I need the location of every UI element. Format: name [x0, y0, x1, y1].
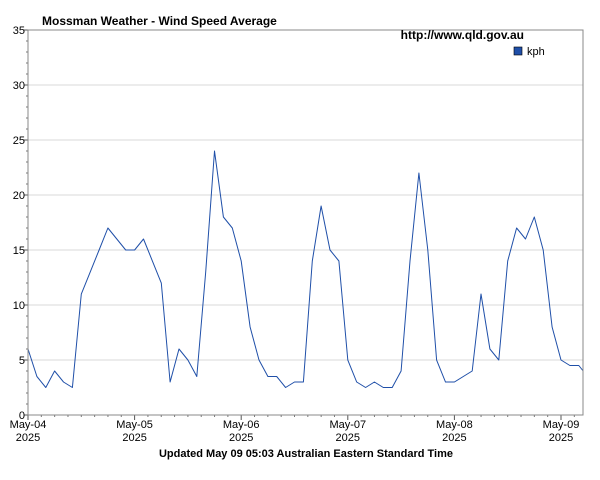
- y-axis-ticks: 0 5 10 15 20 25 30 35: [13, 25, 28, 422]
- x-tick-label-year: 2025: [442, 432, 466, 444]
- legend-swatch-kph: [513, 46, 523, 56]
- y-tick-label: 25: [13, 135, 25, 147]
- x-tick-label-month: May-08: [436, 419, 473, 431]
- x-tick-label-month: May-04: [10, 419, 47, 431]
- x-tick-label-year: 2025: [16, 432, 40, 444]
- y-tick-label: 5: [19, 355, 25, 367]
- legend-label-kph: kph: [527, 46, 545, 58]
- series-line-kph: [27, 150, 584, 388]
- y-tick-label: 10: [13, 300, 25, 312]
- x-tick-label-month: May-09: [543, 419, 580, 431]
- y-tick-label: 20: [13, 190, 25, 202]
- x-tick-label-year: 2025: [336, 432, 360, 444]
- x-tick-label-year: 2025: [229, 432, 253, 444]
- chart-title: Mossman Weather - Wind Speed Average: [42, 14, 277, 28]
- gridlines: [28, 84, 583, 361]
- x-tick-label-month: May-06: [223, 419, 260, 431]
- y-tick-label: 0: [19, 410, 25, 422]
- updated-footer: Updated May 09 05:03 Australian Eastern …: [159, 448, 453, 460]
- x-tick-label-year: 2025: [549, 432, 573, 444]
- y-tick-label: 35: [13, 25, 25, 37]
- y-tick-label: 30: [13, 80, 25, 92]
- source-url: http://www.qld.gov.au: [401, 28, 524, 42]
- x-tick-label-year: 2025: [122, 432, 146, 444]
- x-axis-ticks: May-042025May-052025May-062025May-072025…: [10, 415, 580, 444]
- legend: kph: [513, 46, 545, 58]
- x-tick-label-month: May-05: [116, 419, 153, 431]
- plot-frame: [27, 29, 584, 416]
- y-tick-label: 15: [13, 245, 25, 257]
- x-tick-label-month: May-07: [329, 419, 366, 431]
